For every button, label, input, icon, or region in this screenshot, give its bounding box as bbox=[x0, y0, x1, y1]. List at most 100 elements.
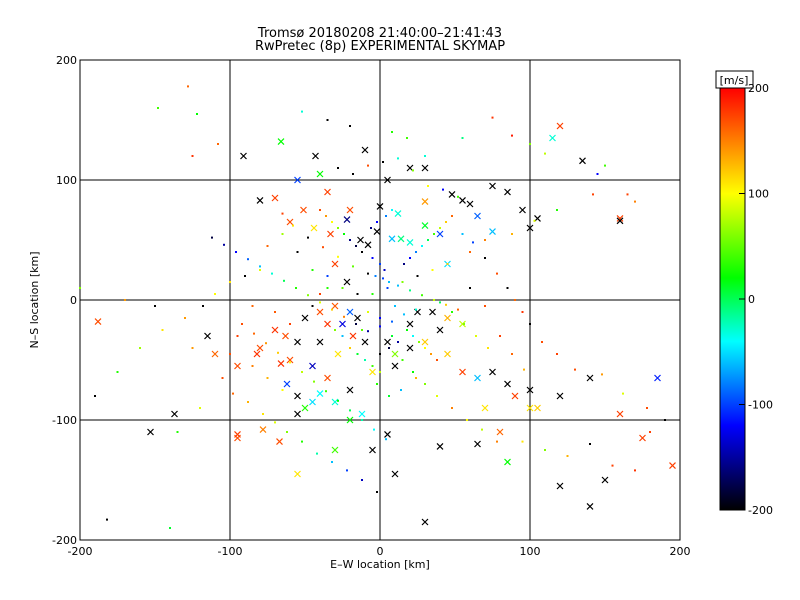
data-point-x bbox=[504, 188, 511, 196]
x-tick-label: 200 bbox=[670, 545, 691, 558]
data-point-dot bbox=[544, 449, 546, 451]
data-point-x bbox=[324, 188, 331, 196]
data-point-dot bbox=[397, 284, 399, 287]
data-point-dot bbox=[191, 347, 194, 349]
data-point-x bbox=[526, 224, 534, 232]
data-point-dot bbox=[295, 287, 297, 289]
data-point-dot bbox=[379, 317, 381, 319]
data-point-x bbox=[444, 314, 451, 322]
data-point-x bbox=[466, 200, 474, 208]
data-point-dot bbox=[259, 265, 261, 268]
data-point-dot bbox=[412, 371, 414, 373]
data-point-dot bbox=[301, 110, 303, 113]
data-point-dot bbox=[626, 193, 629, 196]
data-point-dot bbox=[521, 440, 524, 443]
colorbar-tick-label: 100 bbox=[748, 188, 769, 201]
data-point-dot bbox=[436, 359, 438, 361]
x-axis-label: E–W location [km] bbox=[330, 558, 430, 571]
data-point-dot bbox=[463, 323, 465, 325]
data-point-dot bbox=[427, 239, 429, 241]
colorbar-label: [m/s] bbox=[720, 74, 749, 87]
data-point-dot bbox=[499, 335, 501, 337]
data-point-dot bbox=[403, 263, 405, 265]
data-point-dot bbox=[325, 390, 327, 393]
data-point-x bbox=[343, 278, 351, 286]
data-point-dot bbox=[337, 399, 339, 402]
data-point-dot bbox=[361, 479, 363, 481]
data-point-dot bbox=[386, 287, 389, 289]
data-point-x bbox=[388, 235, 396, 243]
data-point-x bbox=[309, 362, 316, 370]
data-point-x bbox=[436, 442, 444, 450]
data-point-dot bbox=[319, 293, 321, 295]
data-point-x bbox=[316, 170, 324, 178]
data-point-dot bbox=[349, 409, 351, 412]
data-point-dot bbox=[379, 325, 381, 328]
data-point-dot bbox=[371, 365, 374, 367]
data-point-dot bbox=[367, 311, 369, 313]
data-point-dot bbox=[383, 269, 386, 271]
data-point-x bbox=[310, 224, 318, 232]
data-point-dot bbox=[418, 341, 420, 343]
data-point-dot bbox=[266, 245, 269, 247]
data-point-x bbox=[519, 206, 526, 214]
data-point-dot bbox=[214, 293, 216, 295]
data-point-dot bbox=[331, 221, 333, 223]
data-point-dot bbox=[529, 143, 531, 145]
data-point-x bbox=[256, 344, 264, 352]
data-point-dot bbox=[400, 389, 402, 391]
data-point-dot bbox=[457, 308, 459, 311]
data-point-dot bbox=[394, 305, 396, 307]
data-point-dot bbox=[283, 279, 285, 282]
data-point-dot bbox=[541, 341, 543, 343]
data-point-dot bbox=[352, 173, 354, 175]
data-point-dot bbox=[307, 236, 309, 239]
data-point-x bbox=[616, 410, 624, 418]
data-point-dot bbox=[202, 305, 204, 307]
data-point-dot bbox=[427, 185, 429, 187]
data-point-dot bbox=[664, 419, 666, 421]
data-point-dot bbox=[361, 419, 363, 421]
data-point-dot bbox=[466, 419, 468, 421]
data-point-x bbox=[373, 228, 381, 236]
data-point-x bbox=[394, 210, 402, 218]
data-point-dot bbox=[523, 368, 525, 371]
data-point-x bbox=[639, 434, 646, 442]
data-point-x bbox=[339, 320, 346, 328]
data-point-dot bbox=[556, 353, 558, 355]
data-point-dot bbox=[646, 407, 648, 409]
data-point-x bbox=[271, 194, 279, 202]
data-point-x bbox=[526, 404, 534, 412]
x-tick-label: 100 bbox=[520, 545, 541, 558]
data-point-x bbox=[346, 416, 354, 424]
data-point-dot bbox=[382, 161, 384, 163]
data-point-dot bbox=[457, 195, 459, 198]
data-point-dot bbox=[296, 251, 299, 253]
data-point-dot bbox=[424, 383, 426, 385]
data-point-dot bbox=[446, 263, 449, 265]
data-point-x bbox=[294, 470, 301, 478]
data-point-dot bbox=[484, 239, 486, 241]
data-point-dot bbox=[349, 125, 351, 127]
data-point-dot bbox=[445, 221, 447, 223]
data-point-x bbox=[324, 320, 331, 328]
data-point-x bbox=[276, 438, 283, 446]
data-point-dot bbox=[388, 347, 390, 349]
data-point-dot bbox=[325, 215, 327, 217]
data-point-dot bbox=[221, 377, 224, 379]
data-point-x bbox=[283, 380, 291, 388]
data-point-x bbox=[481, 404, 489, 412]
data-point-dot bbox=[461, 233, 464, 235]
data-point-dot bbox=[424, 347, 426, 349]
data-point-dot bbox=[271, 272, 273, 275]
data-point-dot bbox=[236, 335, 239, 337]
data-point-dot bbox=[433, 299, 435, 301]
data-point-x bbox=[436, 230, 444, 238]
data-point-dot bbox=[289, 361, 291, 364]
data-point-dot bbox=[326, 287, 329, 289]
data-point-dot bbox=[566, 455, 569, 457]
data-point-dot bbox=[445, 303, 447, 306]
data-point-x bbox=[421, 518, 429, 526]
data-point-dot bbox=[533, 219, 536, 222]
